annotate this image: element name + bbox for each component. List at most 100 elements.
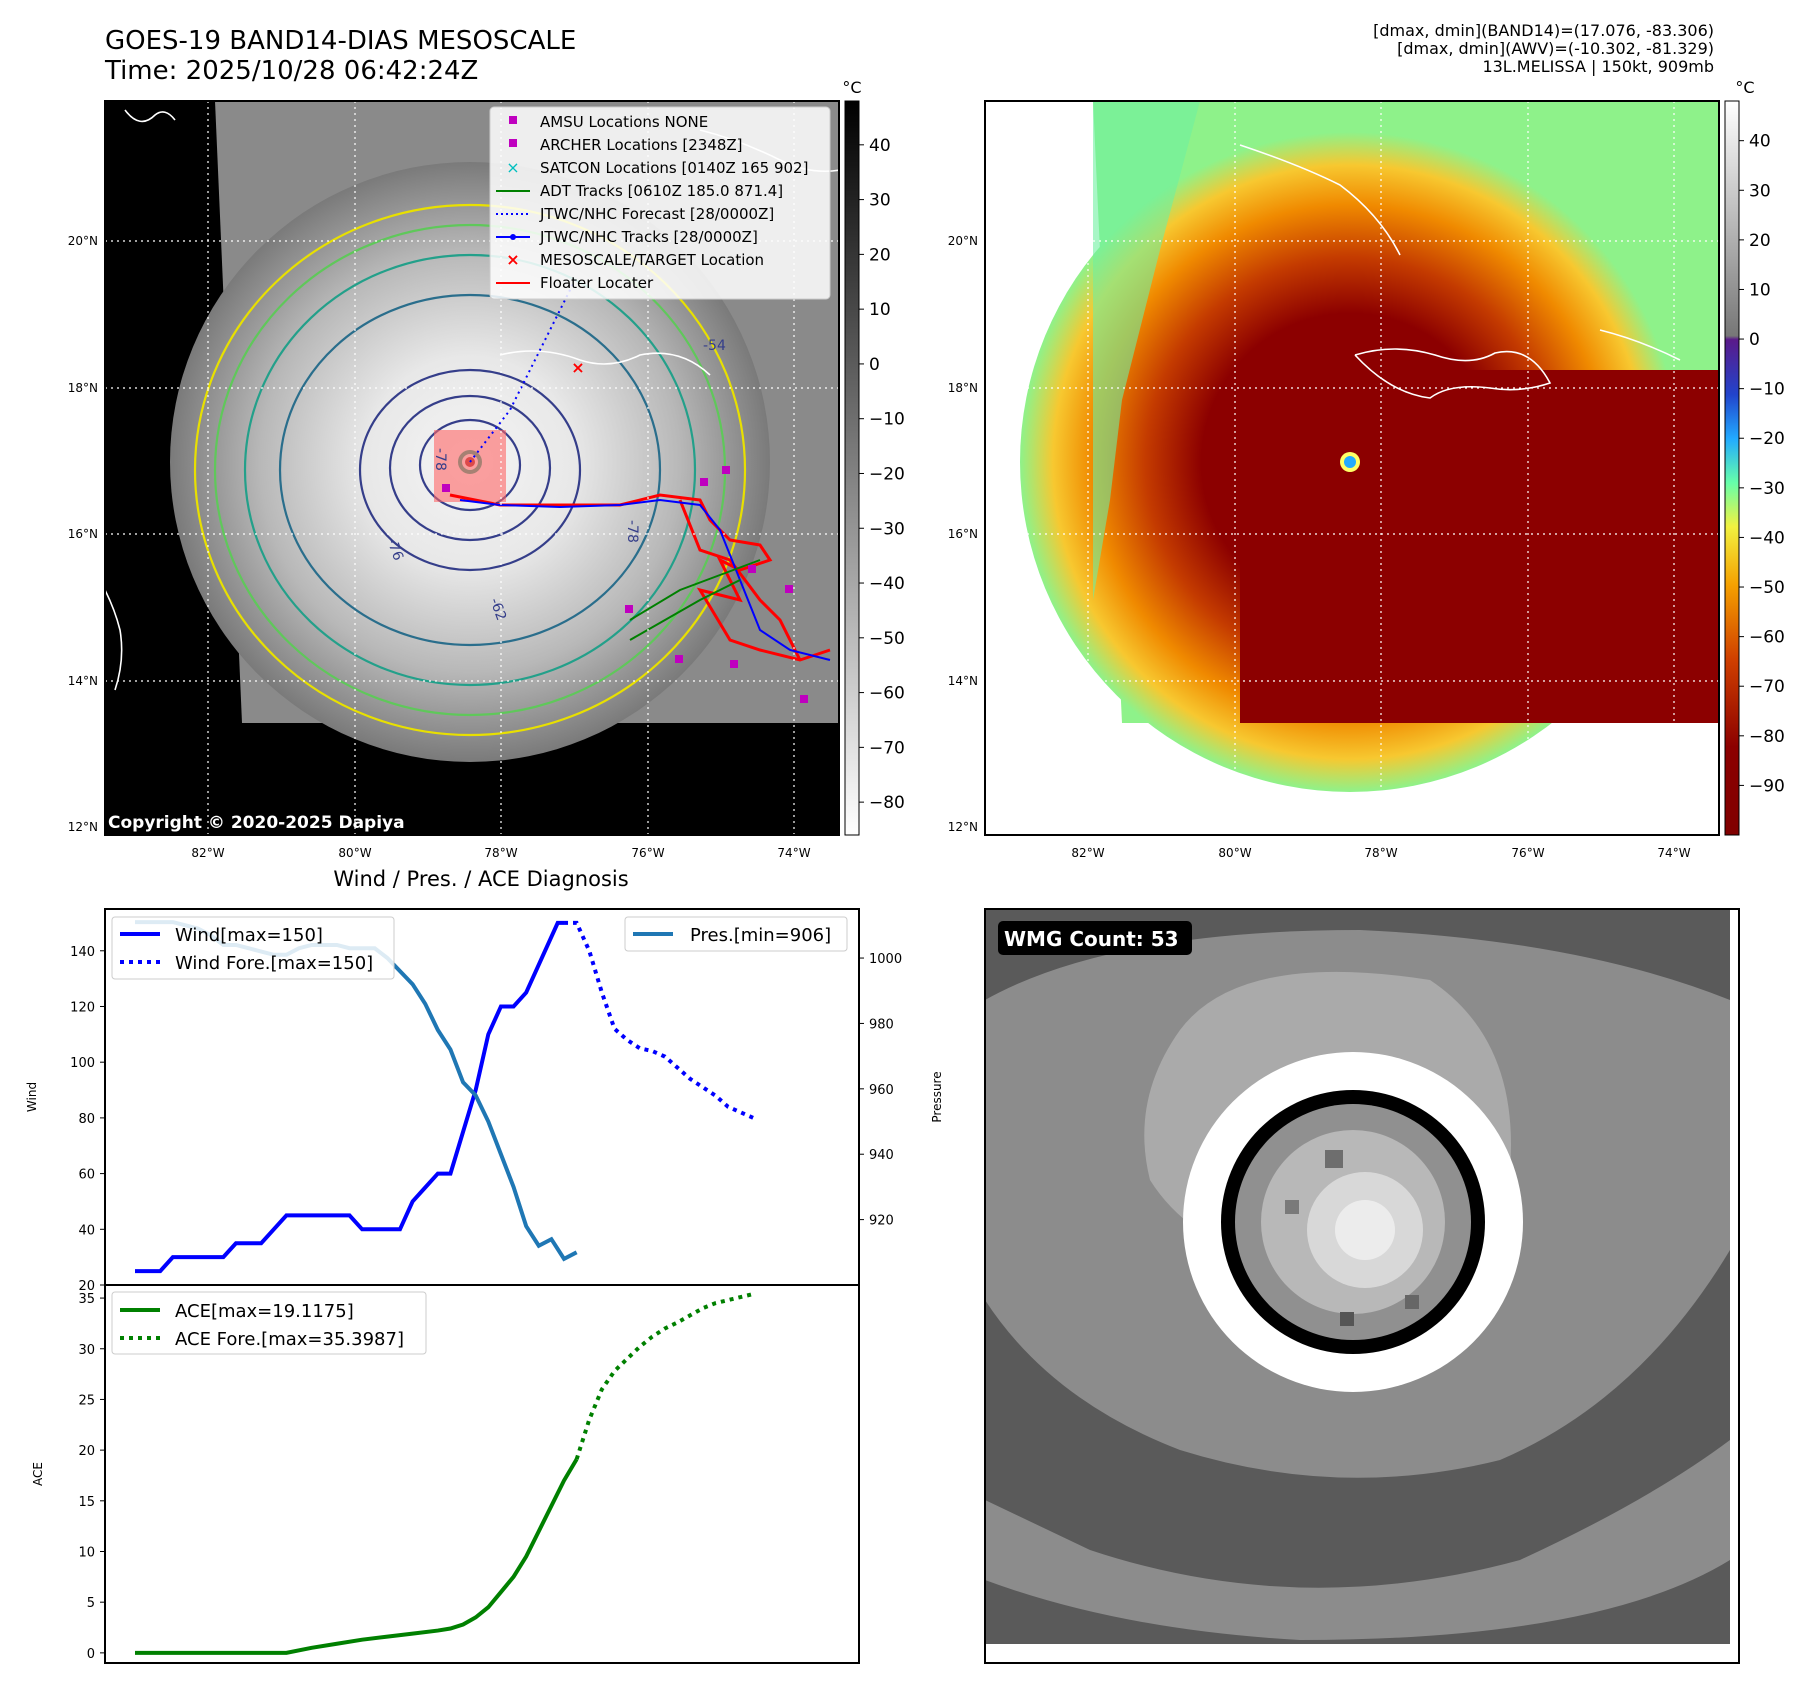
lat-label: 18°N xyxy=(948,381,978,395)
colorbar-tick-label: 0 xyxy=(1749,330,1760,350)
legend-archer-marker xyxy=(509,139,517,147)
copyright-label: Copyright © 2020-2025 Dapiya xyxy=(108,813,405,833)
wind-pressure-chart: Wind Pressure 20 40 60 80 100 120 140 920 940 960… xyxy=(25,908,944,1294)
legend-target-marker: × xyxy=(506,250,519,269)
colorbar-tick-label: 20 xyxy=(869,245,891,265)
colorbar-tick-label: 40 xyxy=(1749,132,1771,152)
lat-label: 18°N xyxy=(68,381,98,395)
legend-pressure: Pres.[min=906] xyxy=(690,925,831,946)
series-line-1 xyxy=(564,920,755,1120)
color-map-panel xyxy=(985,101,1719,835)
lon-label: 76°W xyxy=(1511,846,1544,860)
lon-label: 76°W xyxy=(631,846,664,860)
ace-series-line-1 xyxy=(574,1292,754,1460)
colorbar-tick-label: −90 xyxy=(1749,776,1785,796)
colorbar-tick-label: −20 xyxy=(1749,429,1785,449)
colorbar-tick-label: 0 xyxy=(869,355,880,375)
legend-adt: ADT Tracks [0610Z 185.0 871.4] xyxy=(540,182,783,200)
lat-label: 20°N xyxy=(68,234,98,248)
colorbar-tick-label: −10 xyxy=(1749,380,1785,400)
page-title: GOES-19 BAND14-DIAS MESOSCALE Time: 2025… xyxy=(105,26,576,86)
ace-axis-label: ACE xyxy=(31,1462,45,1486)
legend-amsu: AMSU Locations NONE xyxy=(540,113,708,131)
lon-label: 78°W xyxy=(484,846,517,860)
colorbar-tick-label: −70 xyxy=(869,738,905,758)
colorbar-tick-label: −30 xyxy=(869,519,905,539)
lon-label: 80°W xyxy=(1218,846,1251,860)
legend-target: MESOSCALE/TARGET Location xyxy=(540,251,764,269)
info-line-1: [dmax, dmin](BAND14)=(17.076, -83.306) xyxy=(1373,21,1714,40)
legend-ace: ACE[max=19.1175] xyxy=(175,1301,354,1322)
pressure-tick-label: 960 xyxy=(869,1083,894,1098)
wind-tick-label: 140 xyxy=(70,945,95,960)
colorbar-tick-label: 10 xyxy=(869,300,891,320)
diagnosis-title: Wind / Pres. / ACE Diagnosis xyxy=(333,867,628,891)
wmg-panel xyxy=(985,909,1739,1663)
legend-tracks: JTWC/NHC Tracks [28/0000Z] xyxy=(539,228,758,246)
legend-amsu-marker xyxy=(509,116,517,124)
wind-legend: Wind[max=150] Wind Fore.[max=150] xyxy=(111,916,395,980)
colorbar-tick-label: −50 xyxy=(869,629,905,649)
info-line-2: [dmax, dmin](AWV)=(-10.302, -81.329) xyxy=(1397,39,1714,58)
lat-label: 16°N xyxy=(948,527,978,541)
storm-info: [dmax, dmin](BAND14)=(17.076, -83.306) [… xyxy=(1373,22,1714,76)
legend-satcon: SATCON Locations [0140Z 165 902] xyxy=(540,159,808,177)
legend-tracks-dot xyxy=(510,234,516,240)
wmg-count-label: WMG Count: 53 xyxy=(1004,927,1179,951)
colorbar-tick-label: 40 xyxy=(869,136,891,156)
gray-colorbar: °C 40 30 20 10 0 −10 −20 −30 −40 −50 −60 −70 −80 xyxy=(842,78,905,836)
colorbar-tick-label: −60 xyxy=(869,684,905,704)
series-line-0 xyxy=(135,920,565,1274)
lat-label: 14°N xyxy=(948,674,978,688)
svg-text:×: × xyxy=(571,358,584,377)
ace-tick-label: 10 xyxy=(78,1545,95,1560)
colorbar-tick-label: −40 xyxy=(869,574,905,594)
colorbar-tick-label: −60 xyxy=(1749,628,1785,648)
lon-label: 82°W xyxy=(1071,846,1104,860)
ace-tick-label: 30 xyxy=(78,1343,95,1358)
legend-satcon-marker: × xyxy=(506,158,519,177)
pressure-tick-label: 920 xyxy=(869,1214,894,1229)
info-line-3: 13L.MELISSA | 150kt, 909mb xyxy=(1482,57,1714,76)
color-map-frame xyxy=(984,100,1720,836)
colorbar-tick-label: −50 xyxy=(1749,578,1785,598)
wmg-frame xyxy=(984,908,1740,1664)
legend-archer: ARCHER Locations [2348Z] xyxy=(540,136,743,154)
wind-tick-label: 80 xyxy=(78,1112,95,1127)
map-legend: AMSU Locations NONE ARCHER Locations [23… xyxy=(489,106,831,300)
pressure-tick-label: 980 xyxy=(869,1017,894,1032)
wind-tick-label: 20 xyxy=(78,1279,95,1294)
legend-wind-fore: Wind Fore.[max=150] xyxy=(175,953,373,974)
gray-colorbar-unit: °C xyxy=(842,78,861,97)
ace-tick-label: 5 xyxy=(87,1596,95,1611)
ace-legend: ACE[max=19.1175] ACE Fore.[max=35.3987] xyxy=(111,1291,427,1355)
pressure-tick-label: 940 xyxy=(869,1148,894,1163)
title-line-2: Time: 2025/10/28 06:42:24Z xyxy=(105,56,479,86)
ir-map-frame xyxy=(104,100,840,836)
wind-tick-label: 60 xyxy=(78,1168,95,1183)
lat-label: 12°N xyxy=(948,820,978,834)
ace-series-line-0 xyxy=(135,1458,579,1655)
lon-label: 78°W xyxy=(1364,846,1397,860)
ace-tick-label: 35 xyxy=(78,1292,95,1307)
colorbar-tick-label: 30 xyxy=(869,191,891,211)
color-colorbar: °C 40 30 20 10 0 −10 −20 −30 −40 −50 −60 −70 −80 −90 xyxy=(1724,78,1785,836)
lon-label: 74°W xyxy=(1657,846,1690,860)
lat-label: 12°N xyxy=(68,820,98,834)
ace-chart: ACE 0 5 10 15 20 25 30 35 ACE[max=19.1175] ACE … xyxy=(31,1284,860,1664)
wmg-count-badge: WMG Count: 53 xyxy=(998,921,1192,955)
colorbar-tick-label: −10 xyxy=(869,410,905,430)
legend-forecast: JTWC/NHC Forecast [28/0000Z] xyxy=(539,205,774,223)
lat-label: 20°N xyxy=(948,234,978,248)
colorbar-tick-label: 20 xyxy=(1749,231,1771,251)
lon-label: 82°W xyxy=(191,846,224,860)
contour-label: -54 xyxy=(703,338,726,354)
colorbar-tick-label: −40 xyxy=(1749,528,1785,548)
legend-floater: Floater Locater xyxy=(540,274,654,292)
colorbar-tick-label: −70 xyxy=(1749,677,1785,697)
legend-ace-fore: ACE Fore.[max=35.3987] xyxy=(175,1329,404,1350)
ace-tick-label: 0 xyxy=(87,1647,95,1662)
ace-tick-label: 15 xyxy=(78,1495,95,1510)
colorbar-tick-label: 10 xyxy=(1749,280,1771,300)
